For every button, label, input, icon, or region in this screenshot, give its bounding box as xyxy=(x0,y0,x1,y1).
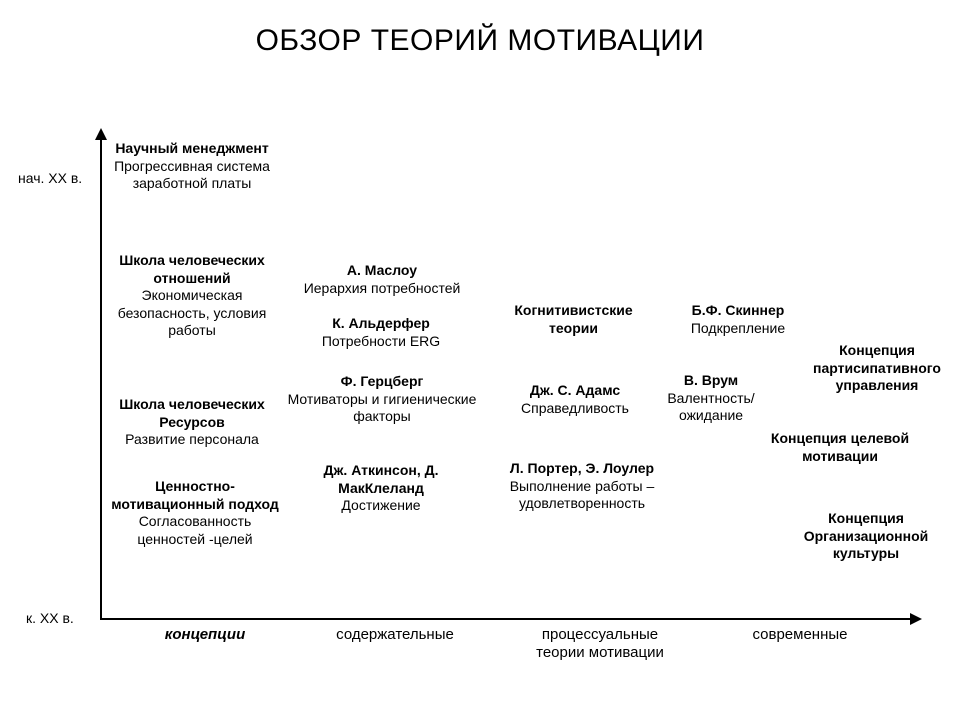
theory-node: Ценностно-мотивационный подходСогласован… xyxy=(110,478,280,548)
theory-head: Научный менеджмент xyxy=(107,140,277,158)
column-label-content: содержательные xyxy=(310,626,480,644)
theory-node: Л. Портер, Э. ЛоулерВыполнение работы – … xyxy=(492,460,672,513)
theory-node: Когнитивистские теории xyxy=(496,302,651,337)
y-axis-bottom-label: к. ХХ в. xyxy=(26,610,74,626)
theory-sub: Согласованность ценностей -целей xyxy=(110,513,280,548)
theory-node: Ф. ГерцбергМотиваторы и гигиенические фа… xyxy=(278,373,486,426)
theory-head: Концепция Организационной культуры xyxy=(786,510,946,563)
theory-node: Концепция целевой мотивации xyxy=(770,430,910,465)
theory-head: Когнитивистские теории xyxy=(496,302,651,337)
y-axis xyxy=(100,130,102,620)
theory-sub: Подкрепление xyxy=(668,320,808,338)
theory-sub: Выполнение работы – удовлетворенность xyxy=(492,478,672,513)
theory-sub: Валентность/ ожидание xyxy=(646,390,776,425)
theory-head: В. Врум xyxy=(646,372,776,390)
column-label-modern: современные xyxy=(720,626,880,644)
theory-sub: Мотиваторы и гигиенические факторы xyxy=(278,391,486,426)
theory-sub: Справедливость xyxy=(500,400,650,418)
theory-node: Б.Ф. СкиннерПодкрепление xyxy=(668,302,808,337)
page-title: ОБЗОР ТЕОРИЙ МОТИВАЦИИ xyxy=(0,24,960,58)
theory-head: А. Маслоу xyxy=(292,262,472,280)
theory-node: Концепция партисипативного управления xyxy=(802,342,952,395)
theory-sub: Потребности ERG xyxy=(296,333,466,351)
theory-head: Дж. С. Адамс xyxy=(500,382,650,400)
theory-sub: Достижение xyxy=(296,497,466,515)
theory-node: Дж. С. АдамсСправедливость xyxy=(500,382,650,417)
theory-head: Концепция целевой мотивации xyxy=(770,430,910,465)
theory-head: Школа человеческих Ресурсов xyxy=(112,396,272,431)
column-label-line: концепции xyxy=(130,626,280,644)
theory-node: Концепция Организационной культуры xyxy=(786,510,946,563)
theory-node: Дж. Аткинсон, Д. МакКлеландДостижение xyxy=(296,462,466,515)
theory-sub: Экономическая безопасность, условия рабо… xyxy=(112,287,272,340)
theory-node: В. ВрумВалентность/ ожидание xyxy=(646,372,776,425)
theory-head: Ф. Герцберг xyxy=(278,373,486,391)
theory-sub: Иерархия потребностей xyxy=(292,280,472,298)
column-label-line: теории мотивации xyxy=(505,644,695,662)
theory-node: Научный менеджментПрогрессивная система … xyxy=(107,140,277,193)
theory-sub: Развитие персонала xyxy=(112,431,272,449)
column-label-line: современные xyxy=(720,626,880,644)
theory-head: Концепция партисипативного управления xyxy=(802,342,952,395)
x-axis xyxy=(100,618,920,620)
column-label-line: содержательные xyxy=(310,626,480,644)
theory-node: К. АльдерферПотребности ERG xyxy=(296,315,466,350)
y-axis-top-label: нач. ХХ в. xyxy=(18,170,82,186)
theory-head: Дж. Аткинсон, Д. МакКлеланд xyxy=(296,462,466,497)
theory-sub: Прогрессивная система заработной платы xyxy=(107,158,277,193)
theory-node: Школа человеческих отношенийЭкономическа… xyxy=(112,252,272,340)
theory-head: Л. Портер, Э. Лоулер xyxy=(492,460,672,478)
theory-head: Школа человеческих отношений xyxy=(112,252,272,287)
theory-head: Б.Ф. Скиннер xyxy=(668,302,808,320)
theory-node: Школа человеческих РесурсовРазвитие перс… xyxy=(112,396,272,449)
column-label-process: процессуальныетеории мотивации xyxy=(505,626,695,662)
theory-head: К. Альдерфер xyxy=(296,315,466,333)
column-label-concepts: концепции xyxy=(130,626,280,644)
column-label-line: процессуальные xyxy=(505,626,695,644)
theory-node: А. МаслоуИерархия потребностей xyxy=(292,262,472,297)
theory-head: Ценностно-мотивационный подход xyxy=(110,478,280,513)
